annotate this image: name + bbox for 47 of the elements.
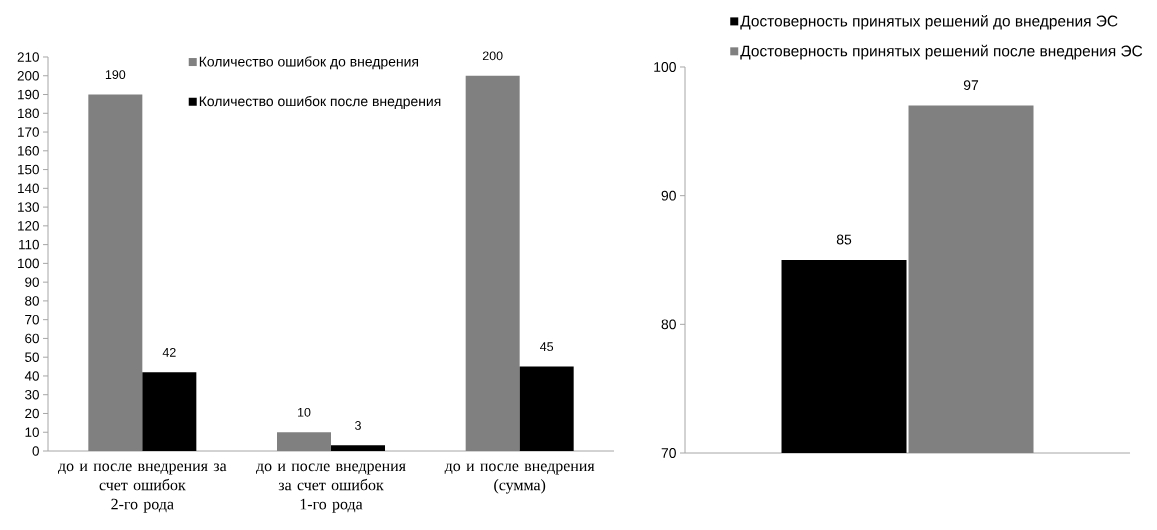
y-tick-label: 170 [18,127,39,137]
legend-label: Количество ошибок после внедрения [199,95,441,110]
y-tick-label: 80 [25,296,39,306]
y-tick-label: 50 [25,352,39,362]
data-label: 97 [963,80,979,91]
x-tick-label: до и после внедрения за счет ошибок 2-го рода [57,463,227,513]
data-label: 45 [540,342,554,352]
y-tick-label: 70 [25,314,39,325]
y-tick-label: 110 [19,239,39,250]
y-tick-label: 100 [654,62,676,72]
y-tick-label: 190 [18,89,39,100]
y-tick-label: 20 [25,408,39,419]
bar [142,372,197,451]
y-tick-label: 210 [17,52,39,62]
y-tick-label: 10 [25,427,39,437]
y-tick-label: 90 [661,190,676,201]
y-tick-label: 0 [32,446,39,456]
bar [88,94,143,451]
data-label: 3 [355,421,361,430]
legend-label: Достоверность принятых решений до внедрения ЭС [740,14,1118,30]
bar [277,432,331,451]
y-tick-label: 130 [18,202,39,212]
legend-label: Количество ошибок до внедрения [199,56,419,70]
y-tick-label: 120 [18,221,39,231]
bar [331,445,385,451]
x-tick-label: до и после внедрения за счет ошибок 1-го рода [255,463,406,513]
y-tick-label: 80 [661,319,676,330]
data-label: 200 [482,51,503,61]
y-tick-label: 140 [18,183,39,194]
data-label: 42 [162,347,176,357]
data-label: 190 [105,70,126,79]
x-tick-label: до и после внедрения (сумма) [444,463,595,494]
bar [465,75,520,451]
y-tick-label: 30 [25,389,39,400]
y-tick-label: 60 [25,333,39,344]
y-tick-label: 70 [661,448,676,458]
y-tick-label: 40 [24,371,39,381]
legend-label: Достоверность принятых решений после внедрения ЭС [740,44,1143,60]
y-tick-label: 100 [18,258,39,269]
y-tick-label: 160 [18,146,39,156]
data-label: 10 [298,407,311,417]
y-tick-label: 200 [17,71,39,81]
bar [519,366,574,451]
data-label: 85 [836,234,852,245]
y-tick-label: 150 [18,164,39,175]
y-tick-label: 180 [18,108,39,119]
y-tick-label: 90 [25,277,39,287]
